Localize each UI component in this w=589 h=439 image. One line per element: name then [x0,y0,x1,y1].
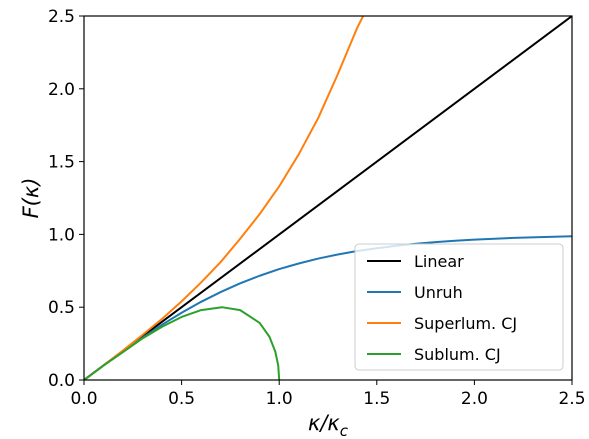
y-tick-label: 0.0 [48,371,75,391]
legend-label: Linear [414,252,464,271]
x-axis-label-kappa: κ/κ [308,411,340,435]
x-tick-label: 2.5 [558,389,585,409]
legend: Linear Unruh Superlum. CJ Sublum. CJ [355,244,563,370]
x-tick-label: 1.0 [266,389,293,409]
x-tick-label: 0.5 [168,389,195,409]
y-axis-label: F(κ) [19,178,43,219]
x-tick-label: 0.0 [70,389,97,409]
x-axis-label-subscript: c [340,422,349,439]
legend-label: Superlum. CJ [414,314,517,333]
y-tick-label: 2.5 [48,7,75,27]
y-tick-label: 1.5 [48,153,75,173]
legend-label: Unruh [414,283,463,302]
x-tick-label: 1.5 [363,389,390,409]
y-tick-label: 0.5 [48,298,75,318]
y-tick-label: 1.0 [48,225,75,245]
legend-label: Sublum. CJ [414,345,501,364]
x-tick-label: 2.0 [461,389,488,409]
y-tick-label: 2.0 [48,80,75,100]
